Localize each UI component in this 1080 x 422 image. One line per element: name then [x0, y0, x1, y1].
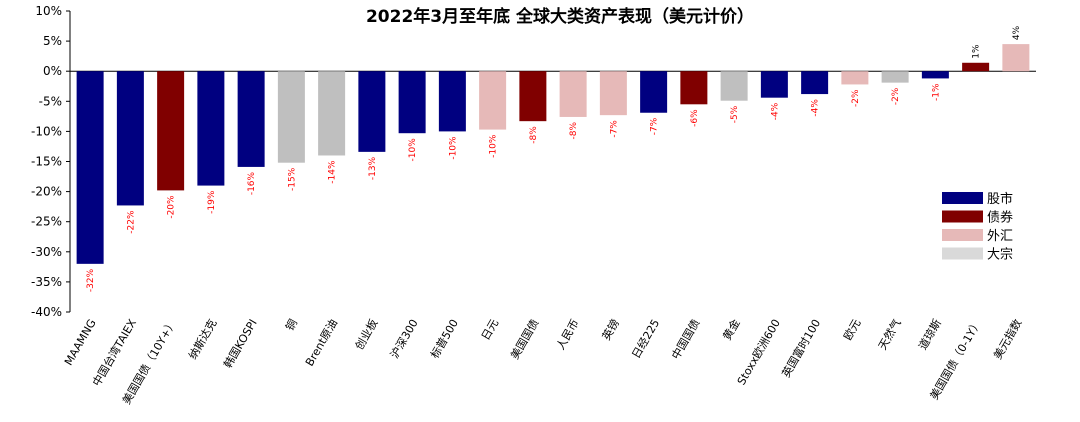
legend-label: 大宗 [987, 247, 1013, 263]
data-label: -15% [287, 167, 297, 191]
y-tick-label: 5% [43, 34, 62, 48]
category-label: 韩国KOSPI [221, 317, 260, 371]
legend-label: 外汇 [987, 229, 1013, 244]
category-label: 日元 [479, 317, 501, 343]
y-tick-label: -10% [31, 124, 62, 138]
category-label: 黄金 [720, 317, 743, 343]
category-label: 英镑 [599, 317, 622, 343]
data-label: -5% [730, 105, 740, 123]
category-label: 创业板 [352, 317, 381, 353]
category-label: 美国国债 [507, 317, 541, 362]
category-label: MAAMNG [62, 317, 99, 368]
bar [318, 71, 346, 156]
category-label: 欧元 [841, 317, 863, 343]
category-label: 美元指数 [990, 317, 1024, 362]
legend-label: 股市 [987, 191, 1013, 207]
data-label: -22% [126, 210, 136, 234]
data-label: -4% [770, 102, 780, 120]
category-label: 天然气 [875, 317, 904, 353]
bar [962, 62, 990, 72]
y-tick-label: -40% [31, 305, 62, 319]
data-label: -1% [931, 83, 941, 101]
data-label: 1% [972, 44, 982, 59]
bar [76, 71, 104, 264]
category-label: Brent原油 [302, 317, 340, 369]
data-label: -16% [247, 171, 257, 195]
legend-swatch [942, 210, 983, 223]
data-label: -13% [368, 156, 378, 180]
bar [760, 71, 788, 98]
data-label: -8% [569, 122, 579, 140]
y-tick-label: -15% [31, 155, 62, 169]
bar [519, 71, 547, 122]
data-label: -10% [448, 136, 458, 160]
data-label: -20% [167, 195, 177, 219]
legend-swatch [942, 192, 983, 204]
bar [237, 71, 265, 167]
bar [640, 71, 668, 113]
category-label: 道琼斯 [915, 317, 944, 353]
data-label: -7% [650, 117, 660, 135]
y-tick-label: 0% [43, 64, 62, 78]
category-label: 纳斯达克 [186, 317, 219, 362]
category-label: 标普500 [427, 317, 461, 361]
bar [116, 71, 144, 206]
legend-label: 债券 [987, 210, 1013, 226]
data-label: -6% [690, 109, 700, 127]
data-label: -2% [891, 87, 901, 105]
bar [398, 71, 426, 134]
y-tick-label: -5% [39, 94, 62, 108]
legend-swatch [942, 229, 983, 241]
category-label: 中国台湾TAIEX [89, 316, 139, 388]
bar [197, 71, 225, 186]
y-tick-label: -20% [31, 185, 62, 199]
bar [277, 71, 305, 163]
y-tick-label: -35% [31, 275, 62, 289]
category-label: 日经225 [629, 317, 662, 361]
y-tick-label: -30% [31, 245, 62, 259]
bar [157, 71, 185, 191]
bar [559, 71, 587, 117]
y-tick-label: 10% [35, 4, 62, 18]
category-label: 中国国债 [668, 317, 702, 362]
category-label: 英国富时100 [779, 317, 824, 380]
data-label: -4% [811, 99, 821, 117]
data-label: -19% [207, 190, 217, 214]
data-label: -8% [529, 126, 539, 144]
bar [841, 71, 869, 85]
bars-layer [76, 44, 1030, 264]
data-label: -32% [86, 268, 96, 292]
y-tick-label: -25% [31, 215, 62, 229]
bar [438, 71, 466, 132]
data-label: 4% [1012, 25, 1022, 40]
bar [881, 71, 909, 83]
data-label: -7% [609, 120, 619, 138]
bar [1002, 44, 1030, 72]
bar [680, 71, 708, 105]
labels-layer: -32% -22% -20% -19% -16% -15% -14% -13% -10% -10%… [86, 25, 1022, 292]
chart-title: 2022年3月至年底 全球大类资产表现（美元计价） [366, 6, 754, 27]
bar [720, 71, 748, 101]
category-label: 人民币 [554, 317, 582, 352]
bar [599, 71, 627, 116]
data-label: -10% [489, 134, 499, 158]
bar [358, 71, 386, 152]
bar [801, 71, 829, 95]
bar [921, 71, 949, 79]
bar [479, 71, 507, 130]
axis-layer: 10% 5% 0% -5% -10% -15% -20% -25% -30% -35% -40% [31, 4, 1036, 319]
legend-swatch [942, 247, 983, 260]
data-label: -14% [328, 160, 338, 184]
data-label: -10% [408, 138, 418, 162]
category-label: Stoxx欧洲600 [735, 317, 783, 387]
category-label: 铜 [282, 317, 300, 334]
category-label: 沪深300 [387, 317, 421, 361]
data-label: -2% [851, 89, 861, 107]
